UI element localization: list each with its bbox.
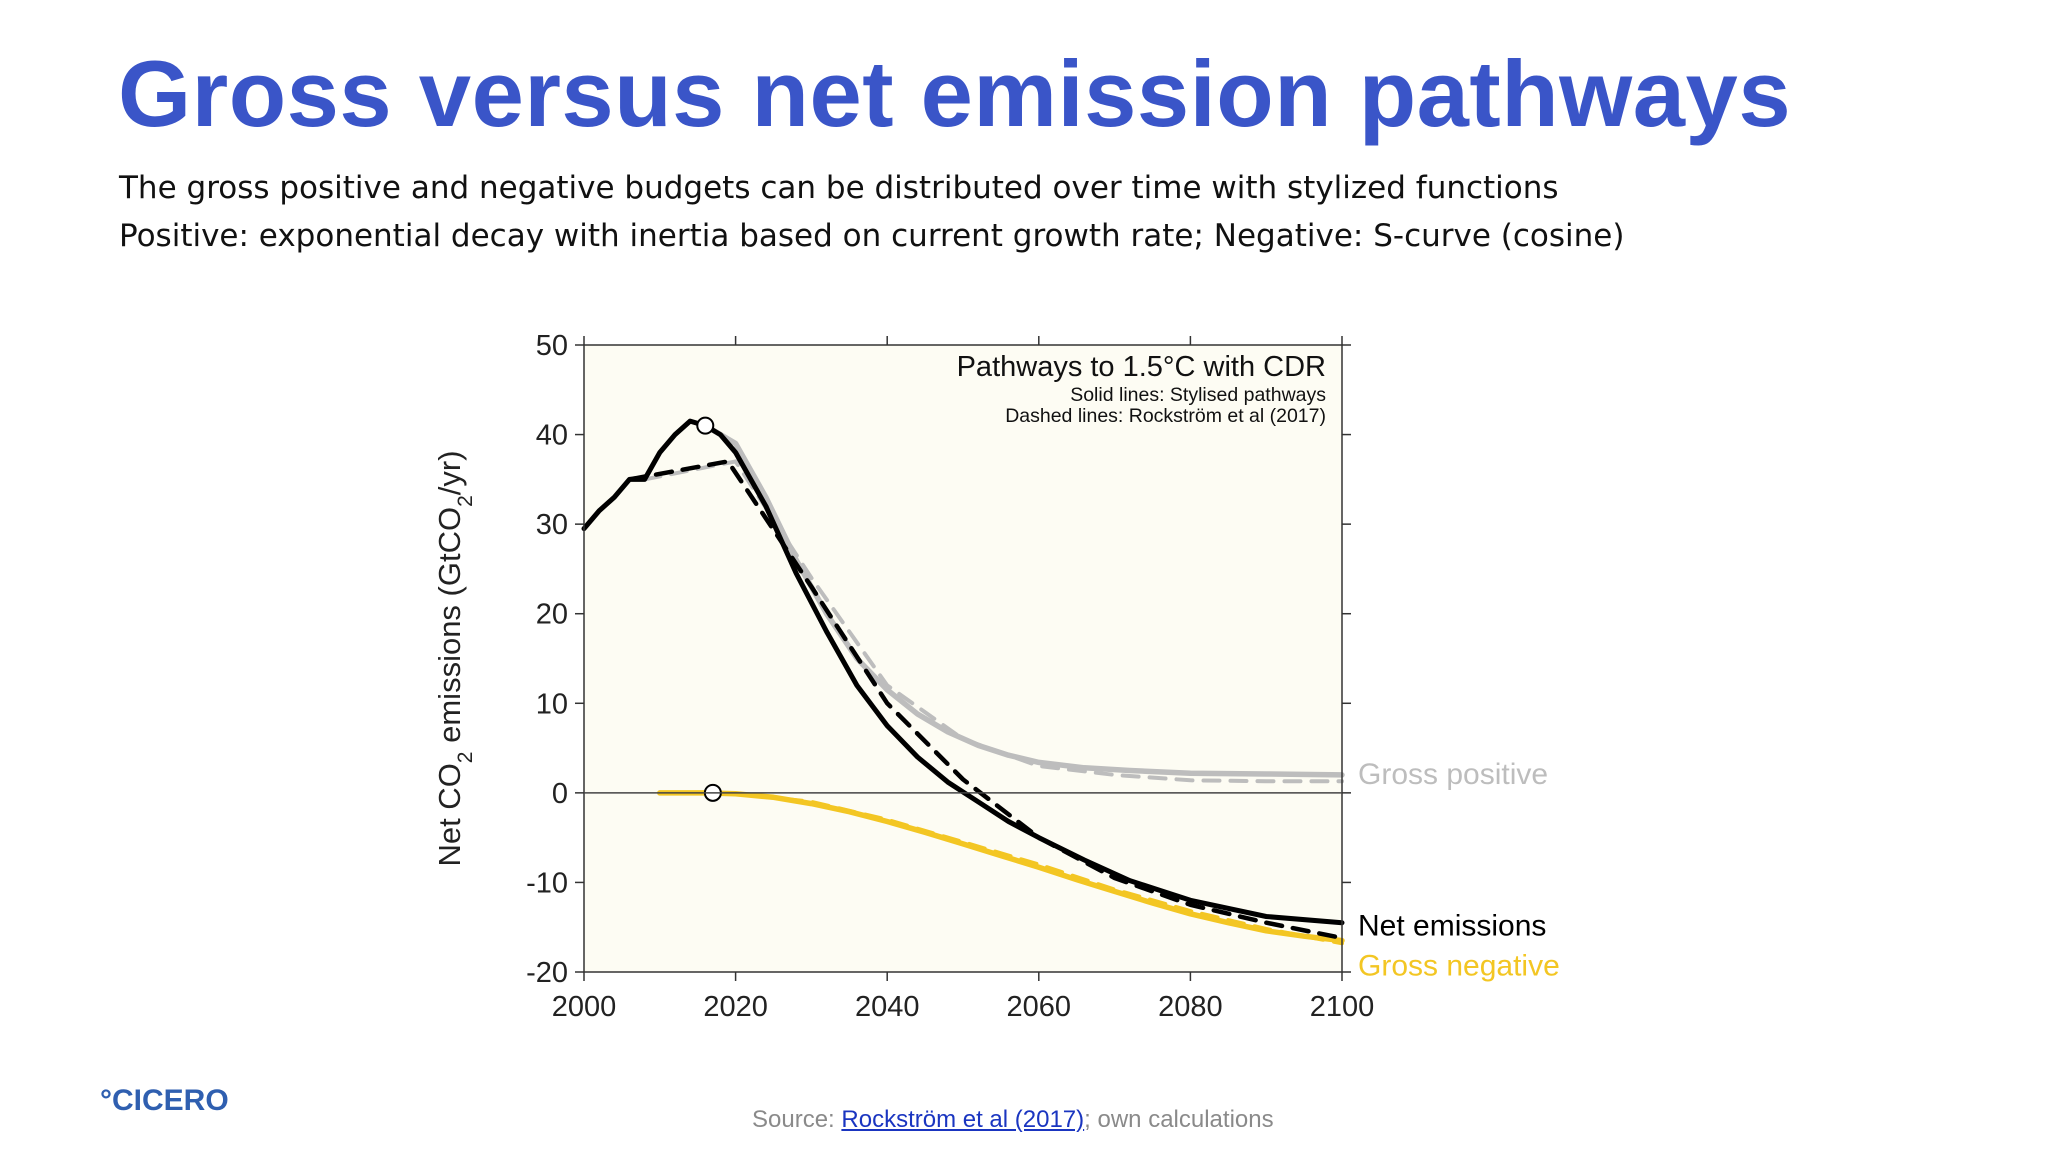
series-line-4: [657, 790, 1345, 944]
y-tick-label: 10: [536, 688, 568, 720]
y-axis-label-part: 2: [454, 752, 477, 764]
chart-title: Pathways to 1.5°C with CDR: [957, 351, 1326, 383]
y-tick-label: 30: [536, 509, 568, 541]
series-line-3: [627, 459, 1345, 941]
y-tick-label: 20: [536, 599, 568, 631]
legend-label-0: Gross positive: [1358, 758, 1548, 791]
cicero-logo: °CICERO: [100, 1084, 229, 1117]
x-tick-label: 2100: [1310, 991, 1375, 1023]
y-tick-label: -20: [526, 957, 568, 989]
source-prefix: Source:: [752, 1106, 842, 1133]
x-tick-label: 2000: [552, 991, 617, 1023]
y-tick-label: -10: [526, 867, 568, 899]
chart-note-1: Dashed lines: Rockström et al (2017): [1005, 405, 1326, 427]
slide-title: Gross versus net emission pathways: [118, 41, 1792, 146]
y-axis-label-part: Net CO: [432, 763, 467, 866]
x-tick-label: 2060: [1007, 991, 1072, 1023]
axes-group: -20 -10 0 10 20 30 40 50 2000 2020 2040 2060 2080 210…: [526, 330, 1374, 1023]
marker-point-0: [696, 416, 715, 435]
series-line-2: [581, 418, 1345, 926]
subtitle-line-1: The gross positive and negative budgets …: [119, 170, 1559, 206]
legend-group: Gross positive Net emissions Gross negativ…: [1358, 758, 1560, 983]
source-link[interactable]: Rockström et al (2017): [841, 1106, 1085, 1133]
x-tick-label: 2020: [703, 991, 768, 1023]
emissions-chart: -20 -10 0 10 20 30 40 50 2000 2020 2040 2060 2080 210…: [300, 300, 1600, 1150]
legend-label-2: Net emissions: [1358, 910, 1546, 943]
y-tick-label: 40: [536, 420, 568, 452]
y-tick-label: 50: [536, 330, 568, 362]
legend-label-4: Gross negative: [1358, 950, 1560, 983]
emissions-chart-svg: -20 -10 0 10 20 30 40 50 2000 2020 2040 2060 2080 210…: [432, 330, 1560, 1023]
plot-area: [584, 345, 1342, 972]
series-group: [581, 418, 1345, 946]
y-axis-label-part: 2: [454, 495, 477, 507]
subtitle-line-2: Positive: exponential decay with inertia…: [119, 218, 1625, 254]
source-suffix: ; own calculations: [1084, 1106, 1274, 1133]
x-tick-label: 2080: [1158, 991, 1223, 1023]
chart-note-0: Solid lines: Stylised pathways: [1070, 384, 1326, 406]
source-citation: Source: Rockström et al (2017); own calc…: [752, 1106, 1274, 1134]
plot-frame: [583, 344, 1343, 973]
x-tick-label: 2040: [855, 991, 920, 1023]
y-tick-label: 0: [552, 778, 568, 810]
series-line-0: [702, 422, 1345, 778]
y-axis-label: Net CO2 emissions (GtCO2/yr): [432, 450, 477, 866]
y-axis-label-part: /yr): [432, 450, 467, 495]
y-axis-label-part: emissions (GtCO: [432, 507, 467, 752]
